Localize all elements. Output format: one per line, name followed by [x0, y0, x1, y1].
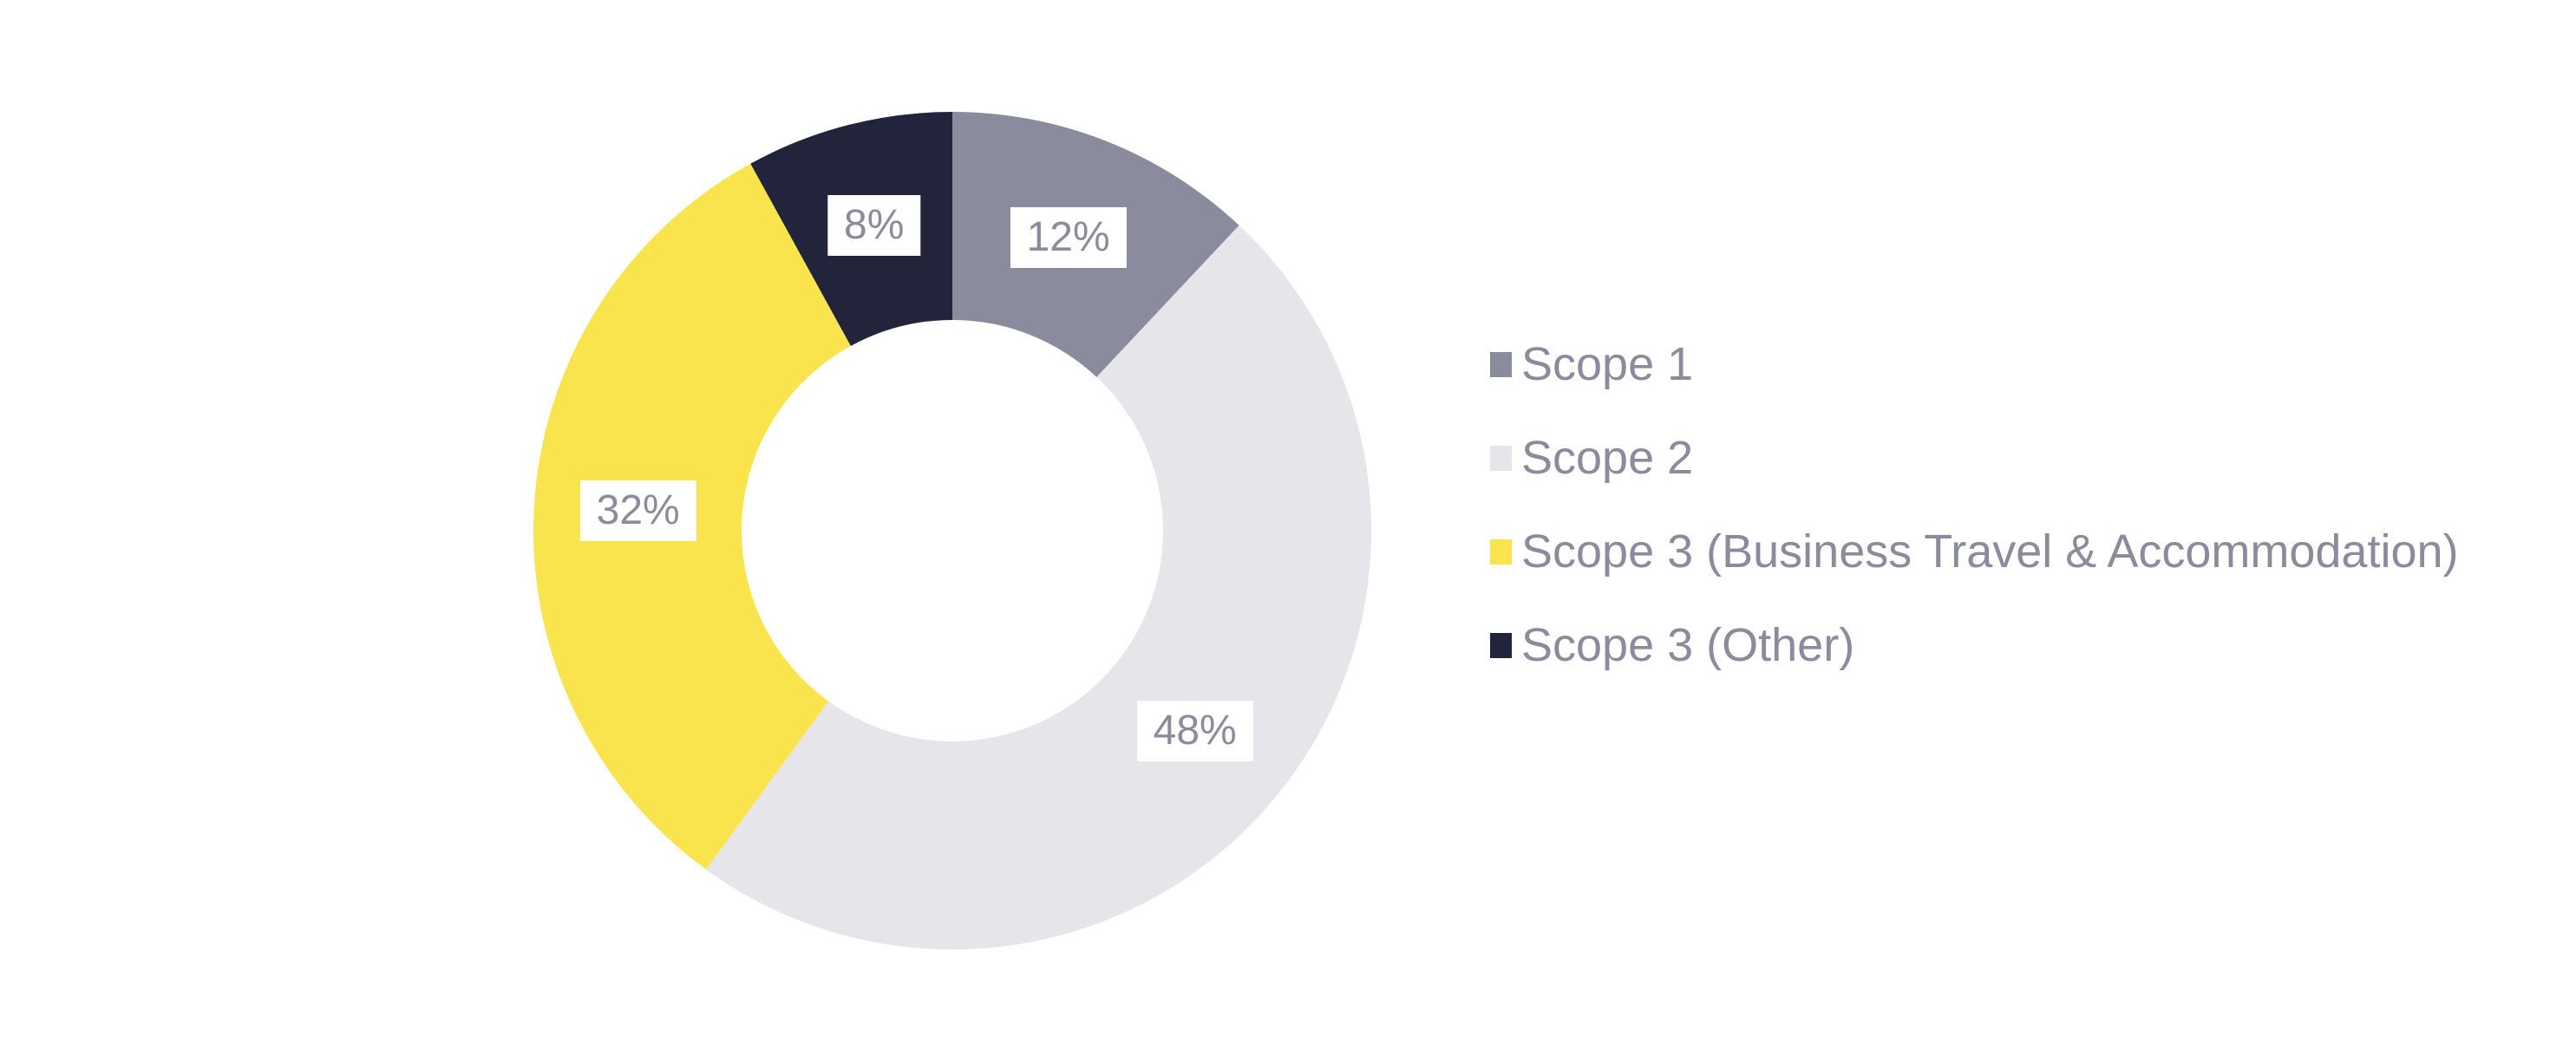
legend-swatch-scope-3-other — [1490, 632, 1512, 658]
legend-item-scope-3-other[interactable]: Scope 3 (Other) — [1490, 617, 2459, 674]
legend-item-scope-3-business-travel-accommodation[interactable]: Scope 3 (Business Travel & Accommodation… — [1490, 523, 2459, 580]
legend-label-scope-3-other: Scope 3 (Other) — [1521, 619, 1855, 671]
legend-swatch-scope-2 — [1490, 445, 1512, 471]
legend-swatch-scope-1 — [1490, 351, 1512, 377]
legend-item-scope-1[interactable]: Scope 1 — [1490, 336, 2459, 393]
legend-label-scope-1: Scope 1 — [1521, 338, 1694, 390]
legend-label-scope-3-business-travel-accommodation: Scope 3 (Business Travel & Accommodation… — [1521, 525, 2459, 577]
legend-item-scope-2[interactable]: Scope 2 — [1490, 429, 2459, 486]
legend-swatch-scope-3-business-travel-accommodation — [1490, 538, 1512, 564]
chart-legend: Scope 1 Scope 2 Scope 3 (Business Travel… — [1490, 336, 2459, 710]
legend-label-scope-2: Scope 2 — [1521, 432, 1694, 484]
donut-segment-scope-2[interactable] — [706, 225, 1371, 949]
